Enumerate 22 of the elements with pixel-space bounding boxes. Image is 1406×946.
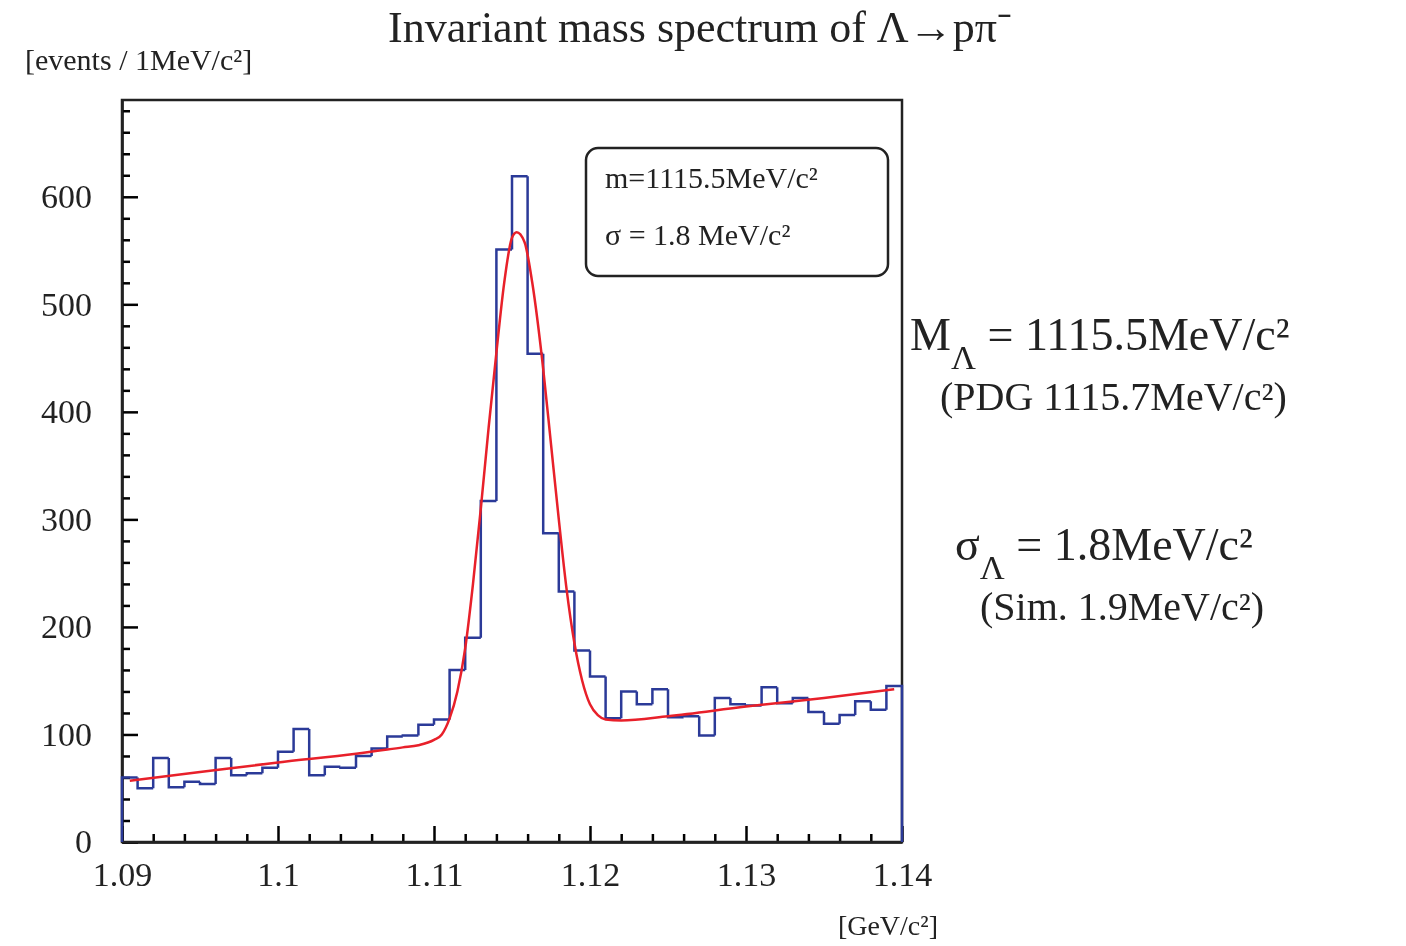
y-tick-label: 600	[41, 178, 92, 216]
y-tick-label: 200	[41, 608, 92, 646]
x-tick-label: 1.09	[92, 856, 153, 894]
x-tick-label: 1.14	[872, 856, 933, 894]
y-tick-label: 0	[75, 823, 92, 861]
text: σ$_{Λ}$ = 1.8MeV/c²	[955, 519, 1253, 586]
y-tick-label: 500	[41, 285, 92, 323]
x-tick-label: 1.11	[405, 856, 464, 894]
y-tick-label: 100	[41, 715, 92, 753]
x-tick-label: 1.13	[716, 856, 777, 894]
x-tick-label: 1.1	[257, 856, 300, 894]
y-axis-title: [events / 1MeV/c²]	[25, 43, 253, 76]
annotation: σ = 1.8 MeV/c²	[605, 218, 791, 251]
annotation: m=1115.5MeV/c²	[605, 161, 818, 194]
y-tick-label: 400	[41, 393, 92, 431]
text: (Sim. 1.9MeV/c²)	[980, 584, 1265, 629]
text: M$_{Λ}$ = 1115.5MeV/c²	[910, 309, 1290, 376]
x-axis-title: [GeV/c²]	[837, 910, 938, 941]
y-tick-label: 300	[41, 500, 92, 538]
text: (PDG 1115.7MeV/c²)	[940, 374, 1287, 419]
x-tick-label: 1.12	[560, 856, 621, 894]
chart-title: Invariant mass spectrum of Λ→pπ⁻	[388, 3, 1012, 52]
